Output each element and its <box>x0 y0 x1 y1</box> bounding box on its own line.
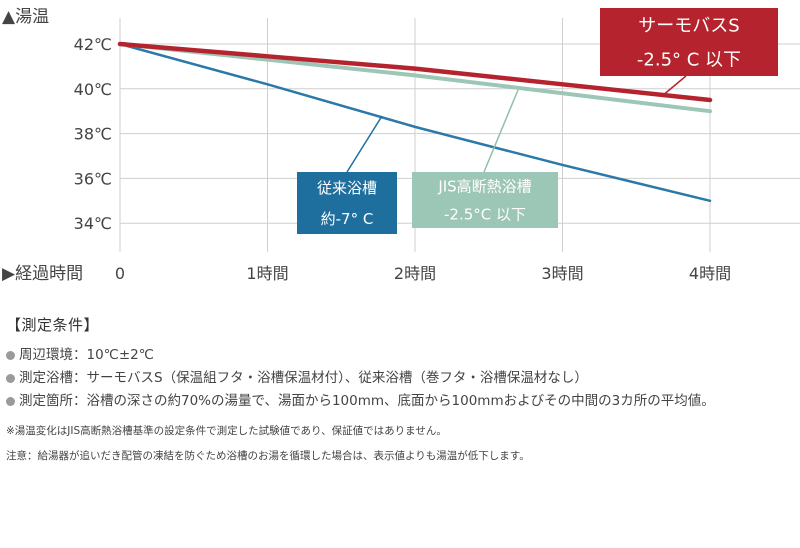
x-axis-label: ▶経過時間 <box>2 264 83 284</box>
y-tick-labels: 34℃ 36℃ 38℃ 40℃ 42℃ <box>74 35 112 233</box>
bullet-icon <box>6 397 15 406</box>
condition-item: 周辺環境：10℃±2℃ <box>6 344 796 367</box>
x-tick-label: 1時間 <box>246 264 288 283</box>
y-tick-label: 38℃ <box>74 125 112 144</box>
annotation-label: -2.5° C 以下 <box>637 49 741 70</box>
x-tick-label: 2時間 <box>394 264 436 283</box>
annotation-leaders <box>346 75 687 173</box>
annotation-jis: JIS高断熱浴槽 -2.5°C 以下 <box>412 172 558 228</box>
annotation-thermobath: サーモバスS -2.5° C 以下 <box>600 8 778 76</box>
measurement-conditions: 【測定条件】 周辺環境：10℃±2℃ 測定浴槽：サーモバスS（保温組フタ・浴槽保… <box>6 314 796 463</box>
condition-text: 測定箇所：浴槽の深さの約70%の湯量で、湯面から100mm、底面から100mmお… <box>19 393 715 409</box>
series-line-conventional <box>118 42 712 203</box>
x-tick-label: 3時間 <box>541 264 583 283</box>
footnote-disclaimer: ※湯温変化はJIS高断熱浴槽基準の設定条件で測定した試験値であり、保証値ではあり… <box>6 425 447 437</box>
condition-item: 測定箇所：浴槽の深さの約70%の湯量で、湯面から100mm、底面から100mmお… <box>6 390 796 413</box>
annotation-box <box>297 172 397 234</box>
series-lines <box>117 41 713 203</box>
annotation-label: 約-7° C <box>321 210 374 228</box>
condition-text: 測定浴槽：サーモバスS（保温組フタ・浴槽保温材付）、従来浴槽（巻フタ・浴槽保温材… <box>19 370 588 386</box>
y-tick-label: 40℃ <box>74 80 112 99</box>
annotation-label: 従来浴槽 <box>317 179 377 197</box>
annotation-box <box>600 8 778 76</box>
leader-line-thermobath <box>661 75 687 97</box>
x-tick-label: 0 <box>115 264 125 283</box>
condition-item: 測定浴槽：サーモバスS（保温組フタ・浴槽保温材付）、従来浴槽（巻フタ・浴槽保温材… <box>6 367 796 390</box>
conditions-title: 【測定条件】 <box>6 316 100 334</box>
x-tick-label: 4時間 <box>689 264 731 283</box>
y-axis-label: ▲湯温 <box>2 7 49 27</box>
bullet-icon <box>6 374 15 383</box>
annotation-label: JIS高断熱浴槽 <box>437 177 531 195</box>
footnote-caution: 注意：給湯器が追いだき配管の凍結を防ぐため浴槽のお湯を循環した場合は、表示値より… <box>6 450 530 462</box>
y-tick-label: 42℃ <box>74 35 112 54</box>
y-tick-label: 36℃ <box>74 169 112 188</box>
annotation-box <box>412 172 558 228</box>
leader-line-conventional <box>346 115 383 173</box>
condition-text: 周辺環境：10℃±2℃ <box>19 347 154 363</box>
grid-lines <box>119 18 800 252</box>
annotation-label: サーモバスS <box>638 15 739 36</box>
temperature-line-chart: ▲湯温 ▶経過時間 34℃36℃38℃40℃42℃ 0 1時間 2時間 3時間 4時間 … <box>2 7 800 284</box>
y-tick-label: 34℃ <box>74 214 112 233</box>
leader-line-jis <box>483 89 519 173</box>
x-tick-labels: 0 1時間 2時間 3時間 4時間 <box>115 264 731 283</box>
bullet-icon <box>6 351 15 360</box>
annotation-label: -2.5°C 以下 <box>444 205 526 223</box>
annotation-boxes: サーモバスS -2.5° C 以下 JIS高断熱浴槽 -2.5°C 以下 従来浴槽約-7… <box>297 8 778 234</box>
series-line-thermobath <box>117 41 713 103</box>
